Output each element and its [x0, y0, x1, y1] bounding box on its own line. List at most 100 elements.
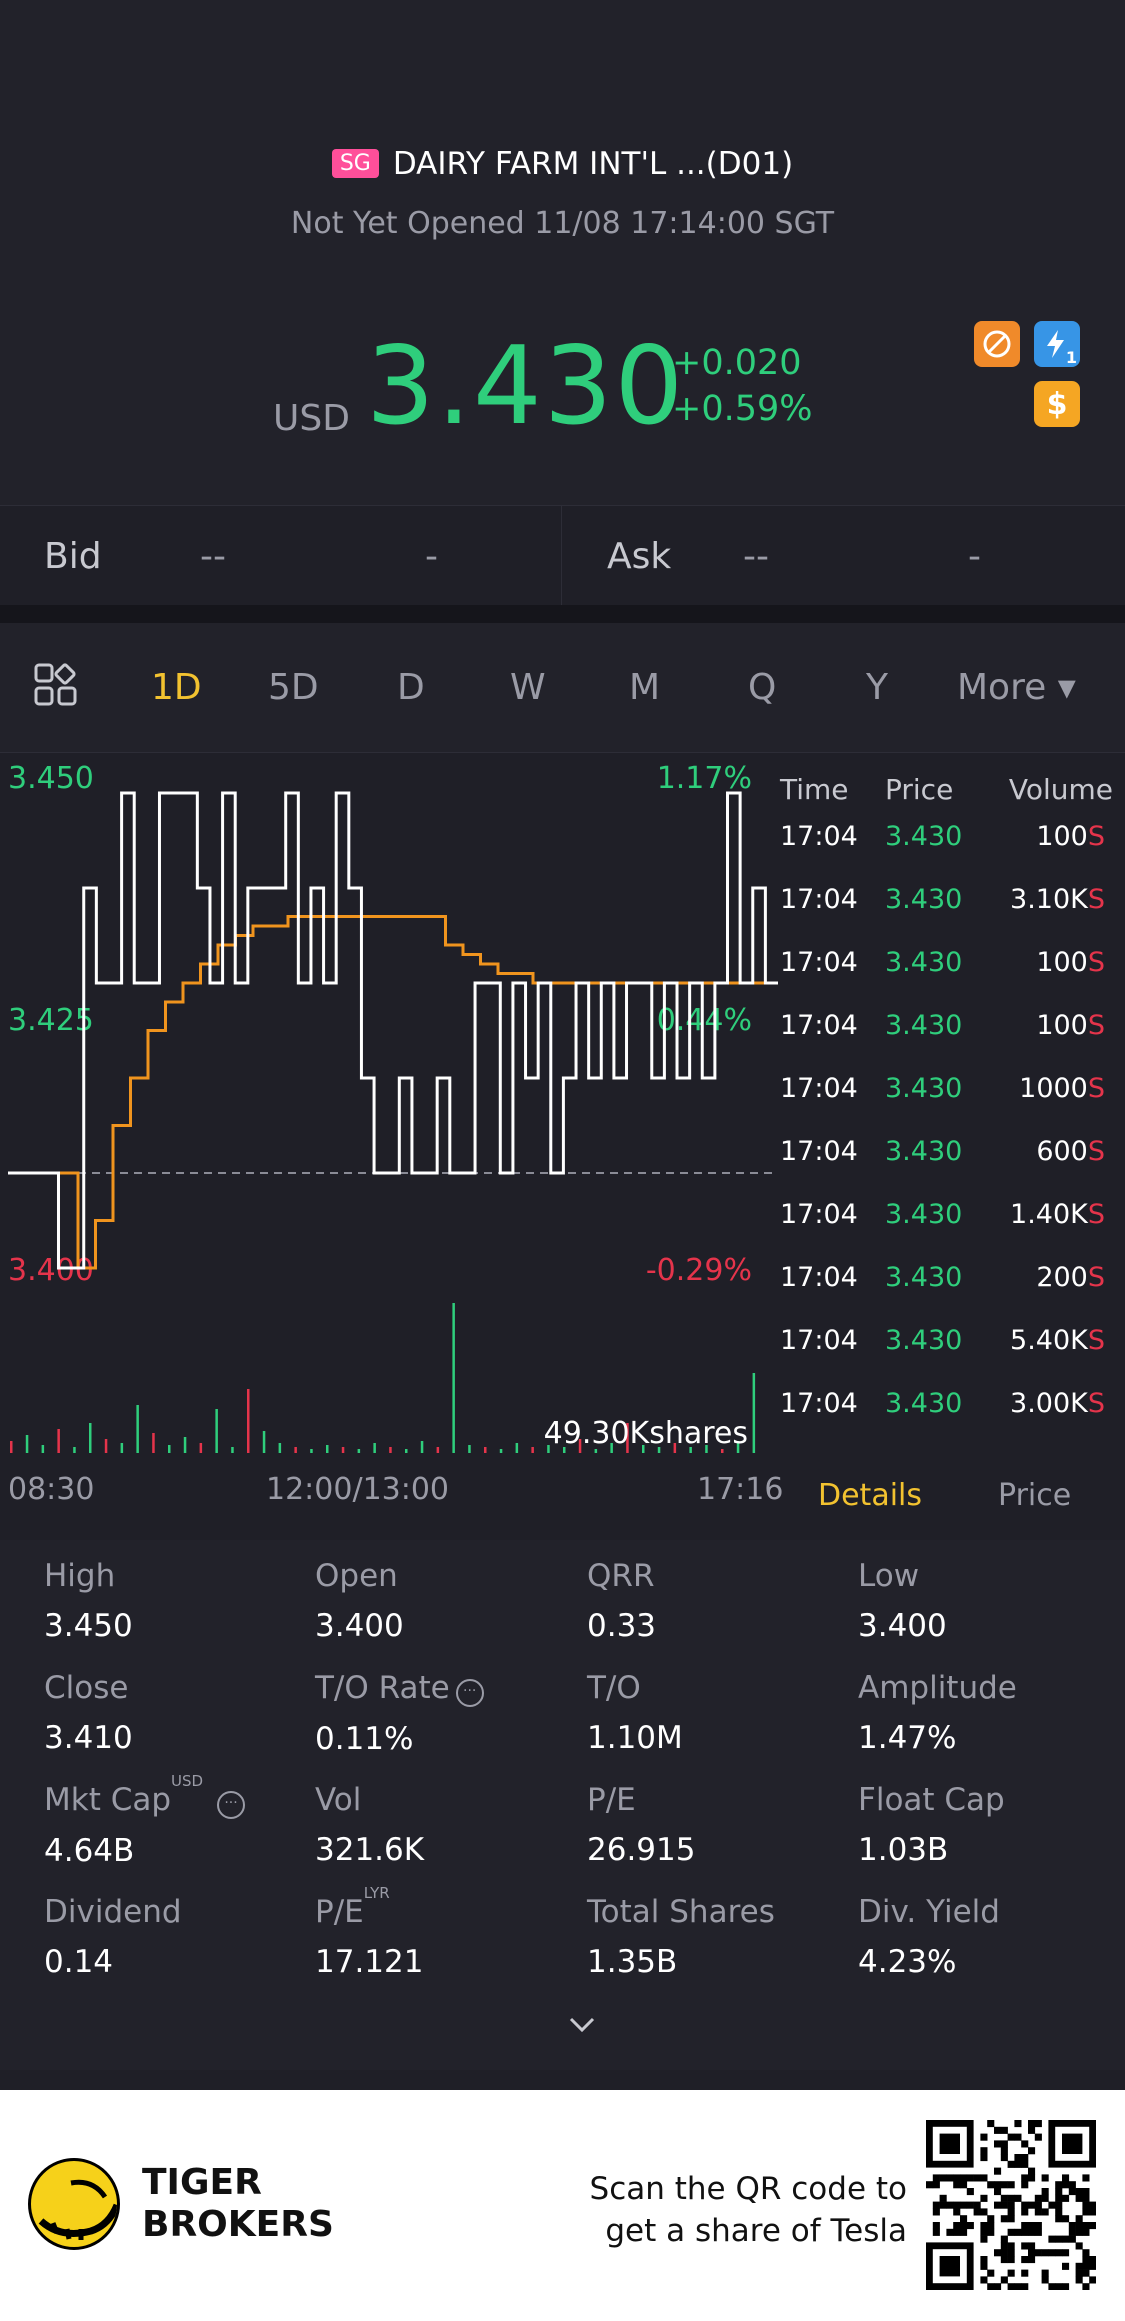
- trade-volume-value: 200: [1036, 1262, 1088, 1293]
- stat-label-text: Mkt Cap: [44, 1782, 172, 1818]
- stat-value: 0.11%: [315, 1721, 414, 1757]
- scan-text: Scan the QR code to get a share of Tesla: [590, 2168, 907, 2252]
- stat-label-text: Open: [315, 1558, 398, 1594]
- stat-item: QRR 0.33: [587, 1558, 857, 1644]
- trade-time: 17:04: [780, 1262, 858, 1293]
- trade-volume-value: 3.10K: [1010, 884, 1088, 915]
- stock-name[interactable]: DAIRY FARM INT'L ...(D01): [392, 146, 794, 182]
- trade-row: 17:04 3.430 3.10KS: [780, 884, 1125, 947]
- price-change: +0.020 +0.59%: [672, 340, 813, 432]
- volume-bar: [310, 1449, 313, 1453]
- trade-time: 17:04: [780, 1325, 858, 1356]
- tab-d[interactable]: D: [397, 667, 425, 708]
- tab-price-detail[interactable]: Price: [998, 1478, 1072, 1513]
- volume-bar: [104, 1439, 108, 1453]
- tab-5d[interactable]: 5D: [268, 667, 319, 708]
- volume-bar: [136, 1405, 139, 1453]
- tab-y[interactable]: Y: [866, 667, 888, 708]
- stat-item: Mkt Cap USD ··· 4.64B: [44, 1772, 314, 1869]
- volume-bar: [183, 1437, 187, 1453]
- dollar-icon[interactable]: $: [1034, 381, 1080, 427]
- stat-label: High: [44, 1558, 314, 1594]
- volume-bar: [278, 1443, 282, 1453]
- time-and-sales[interactable]: Time Price Volume 17:04 3.430 100S 17:04 3.4…: [780, 753, 1125, 1453]
- qr-code-icon[interactable]: [926, 2120, 1096, 2290]
- stat-label: Div. Yield: [858, 1894, 1125, 1930]
- stats-grid: High 3.450 Open 3.400 QRR 0.33 Low 3.400 Close 3.…: [0, 1540, 1125, 2070]
- trade-time: 17:04: [780, 1388, 858, 1419]
- stat-item: Close 3.410: [44, 1670, 314, 1756]
- volume-bar: [468, 1445, 471, 1453]
- stat-label: Total Shares: [587, 1894, 857, 1930]
- trade-price: 3.430: [885, 1073, 963, 1104]
- x-label-mid: 12:00/13:00: [266, 1472, 450, 1507]
- tab-m[interactable]: M: [629, 667, 661, 708]
- volume-bars: [10, 1303, 756, 1453]
- no-short-icon[interactable]: [974, 321, 1020, 367]
- tab-1d[interactable]: 1D: [151, 667, 202, 708]
- volume-bar: [578, 1439, 582, 1453]
- volume-bar: [389, 1447, 392, 1453]
- volume-bar: [73, 1447, 76, 1453]
- trade-volume: 3.10KS: [1010, 884, 1105, 915]
- tab-details[interactable]: Details: [818, 1478, 923, 1513]
- stat-label: Low: [858, 1558, 1125, 1594]
- lightning-icon[interactable]: 1: [1034, 321, 1080, 367]
- info-icon[interactable]: ···: [217, 1791, 246, 1819]
- stat-label: Amplitude: [858, 1670, 1125, 1706]
- avg-price-line: [8, 915, 778, 1270]
- trade-price: 3.430: [885, 1136, 963, 1167]
- stat-label-text: P/E: [587, 1782, 636, 1818]
- layout-grid-icon[interactable]: [34, 663, 78, 707]
- stat-label-superscript: LYR: [363, 1884, 390, 1902]
- stat-value: 0.33: [587, 1608, 657, 1644]
- trade-price: 3.430: [885, 1199, 963, 1230]
- volume-bar: [721, 1449, 724, 1453]
- stat-label: P/E LYR: [315, 1884, 585, 1930]
- intraday-chart[interactable]: 3.450 3.425 3.400 1.17% 0.44% -0.29% 49.…: [0, 753, 780, 1473]
- stat-label-text: P/E: [315, 1894, 364, 1930]
- trade-row: 17:04 3.430 100S: [780, 1010, 1125, 1073]
- bid-ask-bar: Bid -- - Ask -- -: [0, 505, 1125, 606]
- volume-bar: [168, 1445, 171, 1453]
- stat-label-text: T/O Rate: [315, 1670, 450, 1706]
- trade-volume-value: 100: [1036, 947, 1088, 978]
- stat-label: T/O: [587, 1670, 857, 1706]
- trade-volume-value: 600: [1036, 1136, 1088, 1167]
- volume-bar: [484, 1447, 487, 1453]
- stat-value: 0.14: [44, 1944, 114, 1980]
- promo-footer: TIGER BROKERS Scan the QR code to get a …: [0, 2090, 1125, 2321]
- stat-label-text: High: [44, 1558, 116, 1594]
- stat-value: 1.03B: [858, 1832, 949, 1868]
- volume-bar: [610, 1443, 613, 1453]
- stat-label-text: Total Shares: [587, 1894, 775, 1930]
- volume-bar: [642, 1445, 645, 1453]
- stat-value: 4.64B: [44, 1833, 135, 1869]
- trade-price: 3.430: [885, 884, 963, 915]
- volume-bar: [215, 1409, 218, 1453]
- volume-bar: [689, 1447, 692, 1453]
- trade-volume: 100S: [1036, 1010, 1105, 1041]
- bid-price: --: [200, 535, 226, 577]
- trade-time: 17:04: [780, 947, 858, 978]
- ask-price: --: [743, 535, 769, 577]
- info-icon[interactable]: ···: [455, 1679, 484, 1707]
- bid-label: Bid: [44, 535, 102, 577]
- y-label-top: 3.450: [8, 761, 94, 796]
- volume-bar: [673, 1443, 677, 1453]
- volume-bar: [25, 1435, 29, 1453]
- tab-more[interactable]: More ▾: [957, 667, 1076, 708]
- header-time: Time: [780, 773, 849, 806]
- stat-value: 3.410: [44, 1720, 133, 1756]
- stat-item: Open 3.400: [315, 1558, 585, 1644]
- stat-label-text: QRR: [587, 1558, 655, 1594]
- chevron-down-icon[interactable]: [568, 2010, 596, 2038]
- section-divider: [0, 605, 1125, 623]
- stat-item: Total Shares 1.35B: [587, 1894, 857, 1980]
- stat-label-superscript: USD: [171, 1772, 204, 1790]
- stat-value: 3.400: [315, 1608, 404, 1644]
- trade-side: S: [1087, 1199, 1105, 1230]
- volume-bar: [373, 1443, 376, 1453]
- tab-q[interactable]: Q: [748, 667, 777, 708]
- tab-w[interactable]: W: [510, 667, 546, 708]
